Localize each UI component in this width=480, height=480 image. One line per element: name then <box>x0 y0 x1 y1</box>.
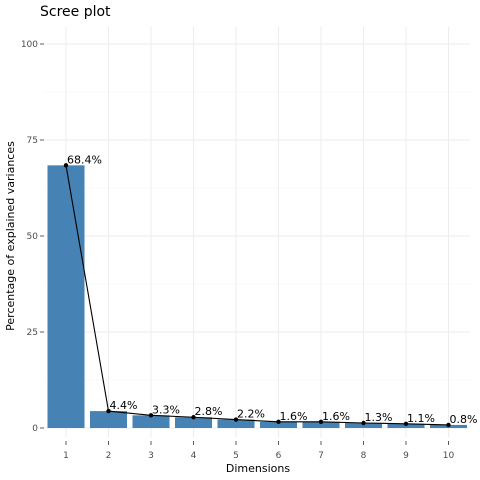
data-label: 0.8% <box>450 413 478 426</box>
data-point <box>446 422 451 428</box>
y-tick-label: 0 <box>32 424 38 434</box>
x-tick-label: 6 <box>276 451 282 461</box>
data-point <box>361 420 366 426</box>
x-axis: 1 2 3 4 5 6 7 8 9 10 <box>63 441 454 461</box>
data-point <box>191 415 196 420</box>
data-label: 1.1% <box>407 412 435 425</box>
data-point <box>63 163 69 168</box>
y-tick-label: 75 <box>27 136 38 146</box>
bar <box>132 415 170 428</box>
bar <box>90 411 127 428</box>
series-line <box>65 165 449 426</box>
y-tick-label: 25 <box>27 328 38 338</box>
x-tick-label: 2 <box>106 451 112 461</box>
y-tick-label: 50 <box>27 232 39 242</box>
x-tick-label: 8 <box>361 451 367 461</box>
x-tick-label: 10 <box>443 451 455 461</box>
points <box>63 163 451 428</box>
grid <box>45 27 470 437</box>
bar <box>47 165 85 428</box>
bar <box>260 421 297 428</box>
data-point <box>276 419 281 425</box>
data-point <box>403 421 409 426</box>
y-axis-title: Percentage of explained variances <box>4 141 17 331</box>
bar <box>302 421 340 428</box>
x-tick-label: 4 <box>191 451 197 461</box>
bar <box>217 419 255 428</box>
data-label: 1.6% <box>280 410 308 423</box>
x-axis-title: Dimensions <box>226 462 290 475</box>
bars <box>47 165 467 428</box>
data-label: 68.4% <box>67 153 102 166</box>
x-tick-label: 9 <box>403 451 409 461</box>
data-label: 1.3% <box>365 411 393 424</box>
data-point <box>233 417 239 422</box>
x-tick-label: 1 <box>63 451 69 461</box>
data-point <box>148 413 154 418</box>
data-label: 4.4% <box>110 399 138 412</box>
y-tick-label: 100 <box>21 40 38 50</box>
data-label: 2.8% <box>195 405 223 418</box>
bar <box>175 417 212 428</box>
line-series <box>65 165 449 426</box>
y-axis: 0 25 50 75 100 <box>21 40 44 434</box>
x-tick-label: 3 <box>148 451 154 461</box>
data-point <box>106 408 111 414</box>
data-point <box>318 419 324 425</box>
x-tick-label: 5 <box>233 451 239 461</box>
data-label: 2.2% <box>237 408 265 421</box>
bar <box>345 423 382 428</box>
data-label: 3.3% <box>152 403 180 416</box>
x-tick-label: 7 <box>318 451 324 461</box>
chart-title: Scree plot <box>40 4 111 20</box>
data-labels: 68.4% 4.4% 3.3% 2.8% 2.2% 1.6% 1.6% 1.3% 1.1% 0.8… <box>67 153 477 426</box>
data-label: 1.6% <box>322 410 350 423</box>
